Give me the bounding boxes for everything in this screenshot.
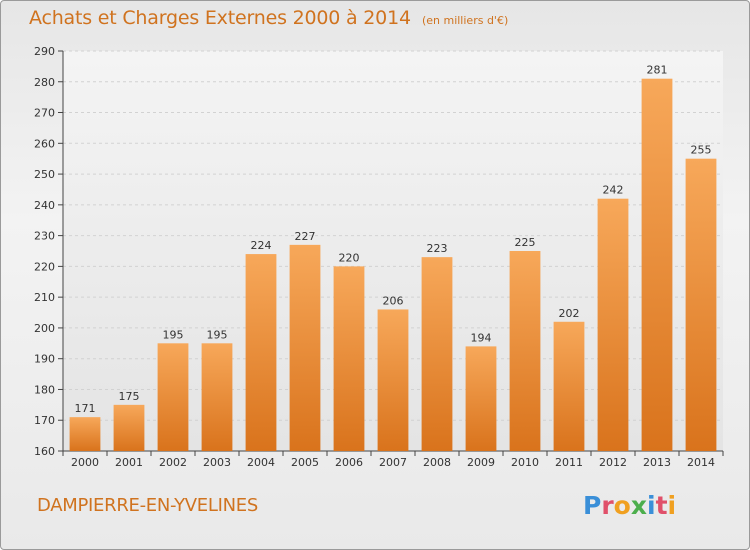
y-tick-label: 170 [34, 414, 55, 427]
y-tick-label: 160 [34, 445, 55, 458]
x-tick-label: 2013 [643, 456, 671, 469]
y-tick-label: 260 [34, 137, 55, 150]
y-tick-label: 230 [34, 230, 55, 243]
data-label: 195 [207, 328, 228, 341]
x-tick-label: 2010 [511, 456, 539, 469]
bar [553, 321, 585, 451]
bar [421, 257, 453, 451]
y-tick-label: 200 [34, 322, 55, 335]
x-tick-label: 2001 [115, 456, 143, 469]
bar [157, 343, 189, 451]
data-label: 220 [339, 251, 360, 264]
y-tick-label: 280 [34, 76, 55, 89]
data-label: 202 [559, 307, 580, 320]
data-label: 206 [383, 294, 404, 307]
y-axis: 160 170 180 190 200 210 220 230 240 250 260 270 280 2… [34, 45, 64, 458]
x-tick-label: 2012 [599, 456, 627, 469]
x-tick-label: 2007 [379, 456, 407, 469]
proxiti-logo: Proxiti [583, 491, 676, 520]
data-labels: 171 175 195 195 224 227 220 206 223 194 225 202 242 2… [75, 64, 712, 415]
data-label: 171 [75, 402, 96, 415]
logo-letter: i [667, 491, 677, 520]
data-label: 225 [515, 236, 536, 249]
y-tick-label: 250 [34, 168, 55, 181]
bar [509, 251, 541, 451]
logo-letter: P [583, 491, 602, 520]
bar [245, 254, 277, 451]
x-tick-label: 2002 [159, 456, 187, 469]
logo-letter: o [613, 491, 631, 520]
bar [113, 404, 145, 451]
bar [641, 78, 673, 451]
bar [289, 244, 321, 451]
data-label: 194 [471, 331, 492, 344]
x-tick-label: 2003 [203, 456, 231, 469]
logo-letter: i [647, 491, 656, 520]
data-label: 195 [163, 328, 184, 341]
y-tick-label: 190 [34, 353, 55, 366]
bar [377, 309, 409, 451]
x-tick-label: 2014 [687, 456, 715, 469]
x-axis: 2000 2001 2002 2003 2004 2005 2006 2007 2008 2009… [62, 450, 724, 469]
bar [685, 158, 717, 451]
x-tick-label: 2011 [555, 456, 583, 469]
logo-letter: r [601, 491, 614, 520]
bar [597, 198, 629, 451]
bars [69, 78, 717, 451]
chart-header: Achats et Charges Externes 2000 à 2014 (… [29, 7, 508, 29]
chart-subtitle: (en milliers d'€) [421, 14, 509, 27]
x-tick-label: 2000 [71, 456, 99, 469]
chart-title: Achats et Charges Externes 2000 à 2014 [29, 7, 411, 29]
bar [69, 417, 101, 451]
x-tick-label: 2006 [335, 456, 363, 469]
bar [201, 343, 233, 451]
x-tick-label: 2009 [467, 456, 495, 469]
y-tick-label: 180 [34, 383, 55, 396]
bar [333, 266, 365, 451]
y-tick-label: 290 [34, 45, 55, 58]
logo-letter: t [655, 491, 668, 520]
bar [465, 346, 497, 451]
data-label: 255 [691, 144, 712, 157]
data-label: 223 [427, 242, 448, 255]
commune-name: DAMPIERRE-EN-YVELINES [37, 495, 258, 516]
data-label: 281 [647, 64, 668, 77]
y-tick-label: 240 [34, 199, 55, 212]
x-tick-label: 2004 [247, 456, 275, 469]
data-label: 224 [251, 239, 272, 252]
y-tick-label: 270 [34, 107, 55, 120]
y-tick-label: 220 [34, 260, 55, 273]
x-tick-label: 2005 [291, 456, 319, 469]
data-label: 175 [119, 390, 140, 403]
logo-letter: x [630, 491, 647, 520]
data-label: 227 [295, 230, 316, 243]
x-tick-label: 2008 [423, 456, 451, 469]
y-tick-label: 210 [34, 291, 55, 304]
data-label: 242 [603, 184, 624, 197]
